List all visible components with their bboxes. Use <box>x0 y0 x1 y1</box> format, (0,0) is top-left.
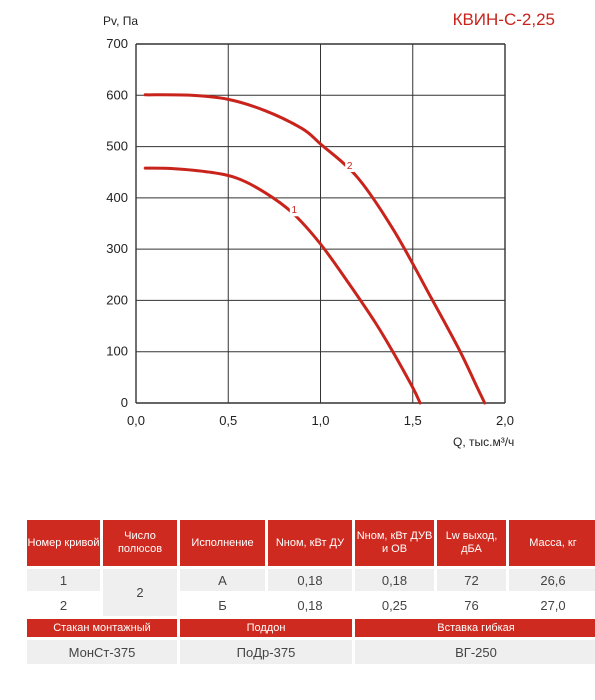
table-row: 1 2 А 0,18 0,18 72 26,6 <box>27 569 595 616</box>
header-mass: Масса, кг <box>509 520 595 566</box>
x-tick-label: 0,0 <box>127 413 145 428</box>
header-mounting-cup: Стакан монтажный <box>27 619 177 637</box>
x-axis-title: Q, тыс.м³/ч <box>453 435 514 449</box>
grid <box>135 43 506 404</box>
y-tick-label: 700 <box>106 36 128 51</box>
table-row: 2 Б 0,18 0,25 76 27,0 <box>27 594 595 616</box>
header-power-du: Nном, кВт ДУ <box>268 520 352 566</box>
series-label-halo <box>345 160 355 173</box>
y-tick-label: 200 <box>106 292 128 307</box>
cell-flexible-insert: ВГ-250 <box>355 640 595 664</box>
cell-sound-level: 76 <box>464 597 479 613</box>
y-tick-label: 300 <box>106 241 128 256</box>
cell-power-duv: 0,18 <box>355 569 434 591</box>
y-tick-label: 600 <box>106 87 128 102</box>
header-curve-number: Номер кривой <box>27 520 100 566</box>
series-label-2: 2 <box>347 161 353 172</box>
y-tick-label: 500 <box>106 139 128 154</box>
cell-variant: А <box>180 569 265 591</box>
x-tick-label: 1,5 <box>404 413 422 428</box>
cell-power-duv: 0,25 <box>381 597 408 613</box>
cell-tray: ПоДр-375 <box>180 640 352 664</box>
x-tick-label: 0,5 <box>219 413 237 428</box>
y-tick-label: 0 <box>121 395 128 410</box>
cell-variant: Б <box>218 597 227 613</box>
header-power-duv: Nном, кВт ДУВ и ОВ <box>355 520 434 566</box>
x-tick-label: 1,0 <box>311 413 329 428</box>
series-label-1: 1 <box>292 205 298 216</box>
y-tick-label: 400 <box>106 190 128 205</box>
header-flexible-insert: Вставка гибкая <box>355 619 595 637</box>
cell-power-du: 0,18 <box>268 569 352 591</box>
y-tick-label: 100 <box>106 344 128 359</box>
cell-curve: 1 <box>27 569 100 591</box>
spec-table: Номер кривой Число полюсов Исполнение Nн… <box>24 517 595 667</box>
y-axis-title: Pv, Па <box>103 14 138 28</box>
header-tray: Поддон <box>180 619 352 637</box>
cell-mass: 26,6 <box>509 569 595 591</box>
spec-header-row: Номер кривой Число полюсов Исполнение Nн… <box>27 520 595 566</box>
cell-power-du: 0,18 <box>297 597 323 613</box>
cell-mounting-cup: МонСт-375 <box>27 640 177 664</box>
cell-poles: 2 <box>103 569 177 616</box>
accessories-row: МонСт-375 ПоДр-375 ВГ-250 <box>27 640 595 664</box>
cell-mass: 27,0 <box>540 597 566 613</box>
header-sound-level: Lw выход, дБА <box>437 520 506 566</box>
header-poles: Число полюсов <box>103 520 177 566</box>
series-line-1 <box>143 166 422 405</box>
fan-performance-chart: КВИН-С-2,25 Pv, Па Q, тыс.м³/ч 0 100 200 30… <box>103 10 555 449</box>
x-tick-label: 2,0 <box>496 413 514 428</box>
series-line-2 <box>143 93 487 405</box>
tick-labels: 0 100 200 300 400 500 600 700 0,0 0,5 1,0 1,5 2,0 <box>106 36 514 428</box>
series-label-halo <box>289 204 299 217</box>
curves: 12 <box>143 93 487 405</box>
header-variant: Исполнение <box>180 520 265 566</box>
cell-sound-level: 72 <box>437 569 506 591</box>
chart-title: КВИН-С-2,25 <box>453 10 555 29</box>
cell-curve: 2 <box>59 597 68 613</box>
accessories-header-row: Стакан монтажный Поддон Вставка гибкая <box>27 619 595 637</box>
